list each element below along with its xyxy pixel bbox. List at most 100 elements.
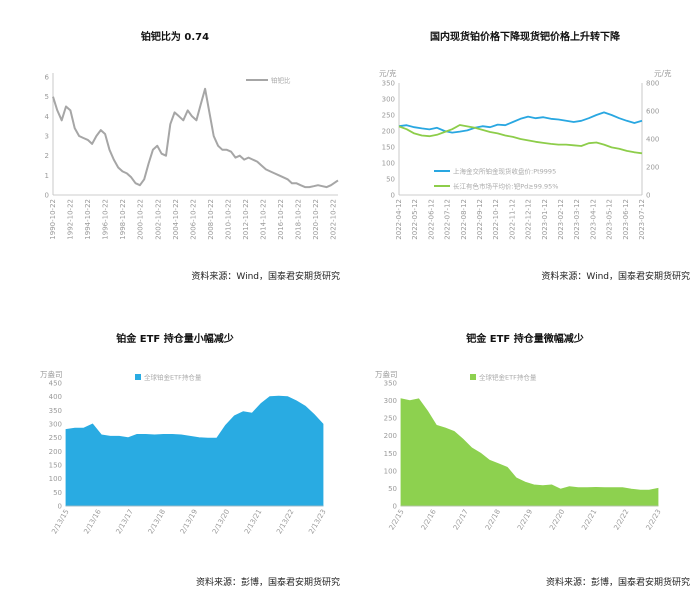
y-tick-label: 350 [384,380,397,388]
y-tick-label: 250 [49,434,62,442]
chart-title: 钯金 ETF 持仓量微幅减少 [465,332,583,345]
series-line-ratio [52,87,339,189]
series-line-palladium [398,124,643,155]
x-tick-label: 2022-10-22 [330,199,338,240]
chart-title: 国内现货铂价格下降现货钯价格上升转下降 [430,30,621,43]
y-tick-label: 3 [45,133,49,141]
y-axis-unit-right: 元/克 [654,69,672,78]
chart-source: 资料来源：彭博，国泰君安期货研究 [546,576,690,588]
y2-tick-label: 800 [646,80,659,88]
y-tick-label: 4 [45,113,50,121]
y-tick-label: 200 [382,128,395,136]
x-tick-label: 2/13/18 [147,508,167,535]
x-tick-label: 2/2/21 [580,508,598,532]
x-tick-label: 2022-07-12 [444,199,452,240]
x-tick-label: 2/13/19 [179,508,199,535]
x-tick-label: 2022-11-12 [508,199,516,240]
y-tick-label: 100 [382,160,395,168]
y-tick-label: 0 [58,503,62,511]
y-tick-label: 5 [45,93,49,101]
series-line-platinum [398,111,643,134]
y-tick-label: 300 [384,397,397,405]
y-tick-label: 250 [382,112,395,120]
legend-swatch [135,374,141,380]
x-tick-label: 2000-10-22 [137,199,145,240]
chart-title: 铂金 ETF 持仓量小幅减少 [116,332,233,345]
x-tick-label: 2004-10-22 [172,199,180,240]
x-tick-label: 1996-10-22 [102,199,110,240]
y-tick-label: 300 [382,96,395,104]
y2-tick-label: 0 [646,192,650,200]
y-tick-label: 200 [384,432,397,440]
y-tick-label: 0 [391,192,395,200]
y-tick-label: 6 [45,74,50,82]
y-tick-label: 300 [49,421,62,429]
x-tick-label: 1994-10-22 [84,199,92,240]
chart-source: 资料来源：彭博，国泰君安期货研究 [196,576,340,588]
x-tick-label: 2023-05-12 [606,199,614,240]
x-tick-label: 2022-04-12 [395,199,403,240]
y-tick-label: 450 [49,380,62,388]
y-tick-label: 350 [49,407,62,415]
x-tick-label: 2023-02-12 [557,199,565,240]
y-tick-label: 0 [45,192,49,200]
series-area-platinum-etf [65,395,324,507]
chart-panel-spot-prices: 国内现货铂价格下降现货钯价格上升转下降资料来源：Wind，国泰君安期货研究 元/克… [350,0,700,301]
series-area-palladium-etf [400,398,659,507]
chart-panel-platinum-etf: 铂金 ETF 持仓量小幅减少 资料来源：彭博，国泰君安期货研究 万盎司 0 50 100 1… [0,301,350,602]
x-tick-label: 2/2/20 [548,508,566,532]
x-tick-label: 2006-10-22 [189,199,197,240]
chart-panel-pt-pd-ratio: 铂钯比为 0.74 资料来源：Wind，国泰君安期货研究 0 1 2 3 4 5 6 1990-1… [0,0,350,301]
y2-tick-label: 600 [646,108,659,116]
chart-svg-pt-pd-ratio: 铂钯比为 0.74 资料来源：Wind，国泰君安期货研究 0 1 2 3 4 5 6 1990-1… [45,30,340,282]
legend-label: 上海金交所铂金现货收盘价:Pt9995 [453,167,556,176]
x-tick-label: 2023-01-12 [541,199,549,240]
x-tick-label: 2/13/21 [243,508,263,535]
y-tick-label: 100 [49,475,62,483]
x-tick-label: 2/13/23 [307,508,327,535]
x-tick-label: 2002-10-22 [154,199,162,240]
x-tick-label: 2/2/17 [452,508,470,532]
y-tick-label: 1 [45,172,49,180]
x-tick-label: 2010-10-22 [224,199,232,240]
x-tick-label: 2012-10-22 [242,199,250,240]
x-tick-label: 2023-06-12 [622,199,630,240]
x-tick-label: 2008-10-22 [207,199,215,240]
x-tick-label: 2/13/16 [82,508,103,536]
x-tick-label: 2/13/20 [211,508,231,535]
y-tick-label: 150 [49,462,62,470]
x-tick-label: 2/2/18 [484,508,502,532]
x-tick-label: 1990-10-22 [49,199,57,240]
x-tick-label: 2022-12-12 [525,199,533,240]
y2-tick-label: 400 [646,136,659,144]
x-tick-label: 2022-09-12 [476,199,484,240]
y-tick-label: 0 [393,503,397,511]
x-tick-label: 2/13/22 [275,508,295,535]
x-tick-label: 2023-03-12 [573,199,581,240]
y-tick-label: 200 [49,448,62,456]
legend-label: 长江有色市场平均价:钯Pd≥99.95% [453,182,558,191]
x-tick-label: 2022-10-12 [492,199,500,240]
x-tick-label: 1992-10-22 [67,199,75,240]
y-tick-label: 150 [384,450,397,458]
y-axis-unit: 万盎司 [40,369,63,379]
chart-source: 资料来源：Wind，国泰君安期货研究 [541,270,690,282]
chart-title: 铂钯比为 0.74 [141,30,209,43]
legend-label: 铂钯比 [271,76,291,85]
y-tick-label: 400 [49,393,62,401]
y-tick-label: 50 [388,485,397,493]
y-tick-label: 250 [384,415,397,423]
x-tick-label: 2018-10-22 [295,199,303,240]
x-tick-label: 2023-04-12 [589,199,597,240]
x-tick-label: 1998-10-22 [119,199,127,240]
chart-panel-palladium-etf: 钯金 ETF 持仓量微幅减少 资料来源：彭博，国泰君安期货研究 万盎司 0 50 100 1… [350,301,700,602]
x-tick-label: 2020-10-22 [312,199,320,240]
x-tick-label: 2022-08-12 [460,199,468,240]
y2-tick-label: 200 [646,164,659,172]
y-tick-label: 150 [382,144,395,152]
y-tick-label: 350 [382,80,395,88]
y-axis-unit-left: 元/克 [379,69,397,78]
